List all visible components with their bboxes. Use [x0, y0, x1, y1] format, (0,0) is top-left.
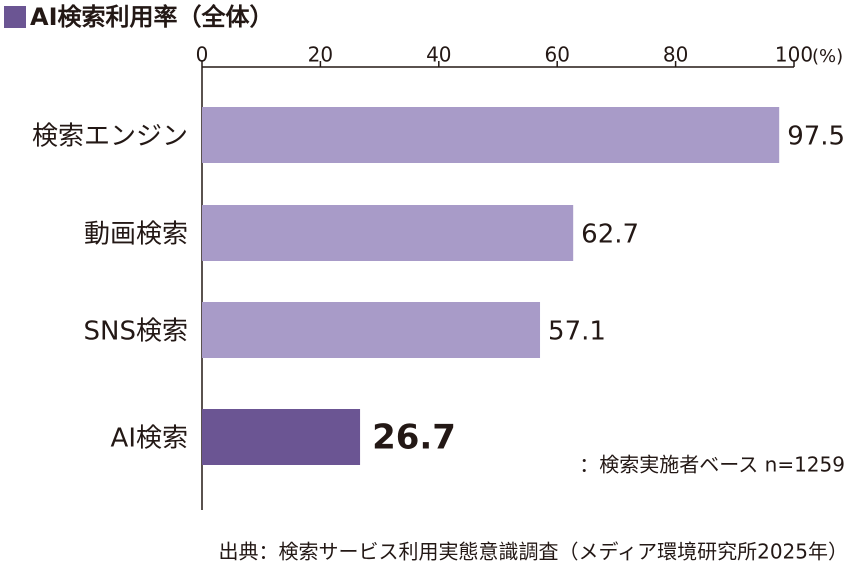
value-label: 62.7: [581, 220, 639, 250]
bar: [202, 302, 541, 358]
bar: [202, 107, 780, 163]
y-tick-label: AI検索: [111, 424, 188, 454]
value-label: 26.7: [372, 418, 456, 458]
value-label: 97.5: [787, 122, 845, 152]
y-tick-label: 検索エンジン: [32, 122, 188, 152]
note: ：検索実施者ベース n=1259: [579, 453, 845, 477]
x-tick-label: 0: [196, 43, 209, 67]
title-marker: [4, 6, 26, 28]
source: 出典：検索サービス利用実態意識調査（メディア環境研究所2025年）: [219, 540, 849, 564]
x-tick-label: 60: [544, 43, 569, 67]
x-tick-label: 40: [426, 43, 451, 67]
x-tick-label: 80: [663, 43, 688, 67]
bar: [202, 205, 574, 261]
x-tick-label: 20: [308, 43, 333, 67]
value-label: 57.1: [548, 317, 606, 347]
x-unit: (%): [812, 46, 843, 67]
chart-title: AI検索利用率（全体）: [30, 3, 274, 31]
y-tick-label: SNS検索: [84, 317, 188, 347]
bar: [202, 409, 361, 465]
x-tick-label: 100: [775, 43, 813, 67]
y-tick-label: 動画検索: [84, 220, 188, 250]
